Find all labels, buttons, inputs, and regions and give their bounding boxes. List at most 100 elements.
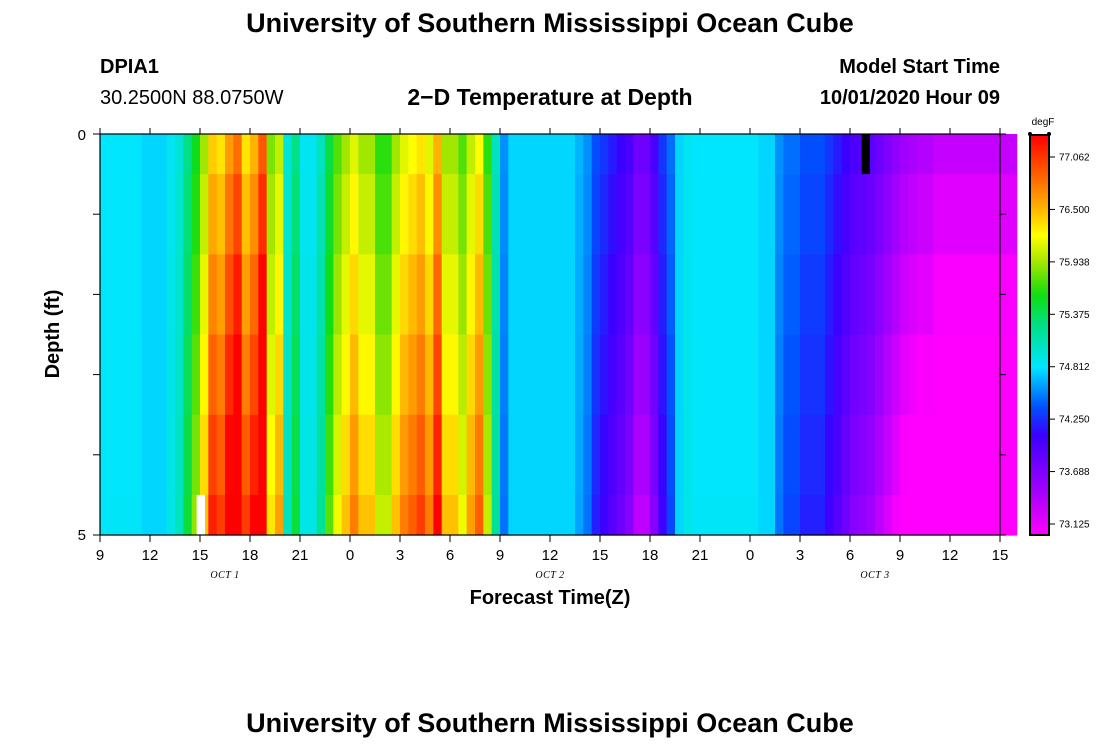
heatmap-cell (308, 254, 318, 336)
heatmap-cell (116, 494, 126, 536)
heatmap-cell (566, 334, 576, 416)
heatmap-cell (583, 174, 593, 255)
heatmap-cell (583, 134, 593, 175)
heatmap-cell (508, 414, 518, 496)
heatmap-cell (175, 334, 184, 416)
heatmap-cell (991, 334, 1001, 416)
heatmap-cell (775, 254, 784, 336)
x-tick-label: 15 (992, 547, 1009, 564)
heatmap-cell (191, 174, 201, 255)
heatmap-cell (358, 334, 368, 416)
heatmap-cell (716, 414, 726, 496)
heatmap-cell (925, 174, 934, 255)
heatmap-cell (791, 174, 801, 255)
heatmap-cell (441, 174, 451, 255)
x-tick-label: 9 (96, 547, 104, 564)
heatmap-cell (608, 334, 618, 416)
heatmap-cell (691, 414, 701, 496)
x-tick-label: 0 (346, 547, 354, 564)
heatmap-cell (608, 174, 618, 255)
heatmap-cell (491, 254, 501, 336)
heatmap-cell (675, 334, 684, 416)
heatmap-cell (491, 334, 501, 416)
heatmap-cell (616, 414, 626, 496)
colorbar-tick-label: 74.250 (1059, 415, 1090, 426)
heatmap-cell (908, 134, 918, 175)
heatmap-cell (741, 254, 751, 336)
heatmap-cell (850, 254, 859, 336)
heatmap-cell (966, 254, 976, 336)
heatmap-cell (191, 254, 201, 336)
heatmap-cell (525, 174, 534, 255)
heatmap-cell (541, 134, 551, 175)
heatmap-cell (908, 334, 918, 416)
heatmap-cell (375, 174, 384, 255)
heatmap-cell (658, 414, 668, 496)
heatmap-cell (933, 134, 943, 175)
heatmap-cell (983, 494, 993, 536)
heatmap-cell (783, 494, 793, 536)
heatmap-cell (1000, 494, 1009, 536)
heatmap-cell (808, 494, 818, 536)
heatmap-cell (325, 414, 334, 496)
heatmap-cell (291, 334, 301, 416)
heatmap-cell (333, 414, 343, 496)
heatmap-cell (958, 494, 968, 536)
heatmap-cell (825, 414, 834, 496)
heatmap-cell (200, 334, 209, 416)
heatmap-cell (591, 414, 601, 496)
heatmap-cell (533, 134, 543, 175)
heatmap-cell (533, 174, 543, 255)
heatmap-cell (158, 254, 168, 336)
heatmap-cell (333, 174, 343, 255)
heatmap-cell (841, 134, 851, 175)
heatmap-cell (808, 254, 818, 336)
heatmap-cell (741, 414, 751, 496)
heatmap-cell (916, 334, 926, 416)
colorbar (1029, 134, 1050, 536)
heatmap-cell (275, 494, 284, 536)
heatmap-cell (683, 254, 693, 336)
heatmap-cell (500, 494, 509, 536)
heatmap-cell (775, 494, 784, 536)
heatmap-cell (891, 414, 901, 496)
heatmap-cell (183, 334, 193, 416)
heatmap-cell (975, 254, 984, 336)
heatmap-cell (766, 414, 776, 496)
heatmap-cell (441, 334, 451, 416)
heatmap-cell (241, 334, 251, 416)
heatmap-cell (633, 334, 643, 416)
heatmap-cell (816, 174, 826, 255)
heatmap-cell (883, 254, 893, 336)
heatmap-cell (975, 494, 984, 536)
heatmap-cell (275, 334, 284, 416)
heatmap-cell (358, 174, 368, 255)
heatmap-cell (100, 254, 109, 336)
heatmap-cell (583, 334, 593, 416)
heatmap-cell (858, 494, 868, 536)
heatmap-cell (358, 134, 368, 175)
heatmap-cell (450, 134, 459, 175)
heatmap-cell (400, 134, 409, 175)
heatmap-cell (491, 134, 501, 175)
x-tick-label: 15 (592, 547, 609, 564)
heatmap-cell (766, 254, 776, 336)
heatmap-cell (691, 494, 701, 536)
heatmap-cell (608, 134, 618, 175)
heatmap-cell (183, 414, 193, 496)
heatmap-cell (666, 494, 676, 536)
model-start-value: 10/01/2020 Hour 09 (819, 87, 1000, 109)
heatmap-cell (566, 414, 576, 496)
heatmap-cell (583, 494, 593, 536)
heatmap-cell (741, 494, 751, 536)
heatmap-cell (150, 134, 159, 175)
heatmap-cell (758, 174, 768, 255)
heatmap-cell (666, 134, 676, 175)
heatmap-cell (775, 134, 784, 175)
heatmap-cell (133, 174, 143, 255)
heatmap-cell (783, 134, 793, 175)
heatmap-cell (925, 134, 934, 175)
heatmap-cells (100, 134, 1018, 536)
heatmap-cell (716, 134, 726, 175)
heatmap-cell (833, 254, 843, 336)
